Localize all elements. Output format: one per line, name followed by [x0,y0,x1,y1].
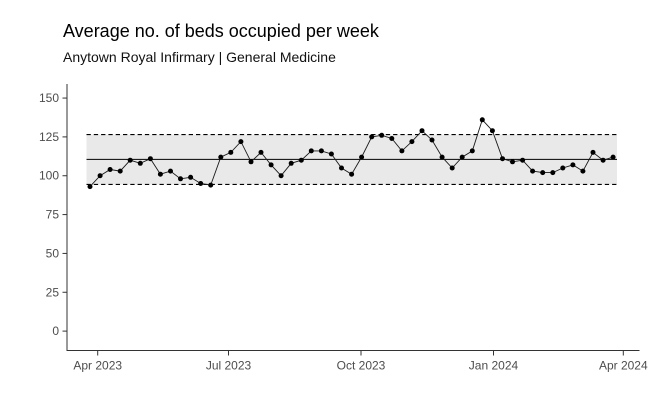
data-point [208,182,214,188]
data-point [560,165,566,171]
data-point [469,148,475,154]
data-point [449,165,455,171]
data-point [137,160,143,166]
data-point [248,159,254,165]
data-point [147,156,153,162]
data-point [610,154,616,160]
data-point [590,149,596,155]
x-axis-tick-label: Jan 2024 [469,359,519,373]
data-point [268,162,274,168]
data-point [198,181,204,186]
data-point [439,154,445,160]
data-point [479,117,485,123]
y-axis-tick-label: 25 [46,285,60,299]
data-point [489,128,495,134]
y-axis-tick-label: 50 [46,246,60,260]
data-point [127,157,133,163]
x-axis-tick-label: Oct 2023 [337,359,386,373]
data-point [429,137,435,143]
data-point [228,149,234,155]
data-point [117,168,123,174]
data-point [580,168,586,174]
data-point [278,173,284,179]
data-point [419,128,425,134]
data-point [570,162,576,168]
data-point [97,173,103,179]
data-point [288,160,294,166]
data-point [600,157,606,163]
y-axis-tick-label: 75 [46,208,60,222]
data-point [188,174,194,180]
chart-title: Average no. of beds occupied per week [63,21,379,41]
data-point [218,154,224,160]
data-point [308,148,314,154]
data-point [399,148,405,154]
data-point [500,156,505,162]
y-axis-tick-label: 125 [39,130,59,144]
data-point [530,168,536,174]
data-point [157,171,163,177]
data-point [339,165,344,171]
x-axis-tick-label: Jul 2023 [206,359,252,373]
data-point [258,149,264,155]
x-axis-tick-label: Apr 2023 [73,359,122,373]
data-point [520,157,526,163]
data-point [298,157,304,163]
y-axis-tick-label: 150 [39,91,59,105]
data-point [540,170,546,176]
data-point [107,167,113,172]
data-point [87,184,93,190]
data-point [328,151,334,157]
data-point [178,176,183,182]
data-point [409,139,415,145]
data-point [379,132,385,138]
data-point [168,168,173,174]
data-point [369,134,375,140]
data-point [550,170,556,176]
x-axis-tick-label: Apr 2024 [599,359,648,373]
data-point [459,154,465,160]
data-point [359,154,365,160]
data-point [389,136,395,141]
data-point [349,171,355,177]
data-point [238,139,244,145]
y-axis-tick-label: 100 [39,169,59,183]
data-point [318,148,324,154]
chart-subtitle: Anytown Royal Infirmary | General Medici… [63,49,336,65]
data-point [510,159,515,165]
y-axis-tick-label: 0 [52,324,59,338]
